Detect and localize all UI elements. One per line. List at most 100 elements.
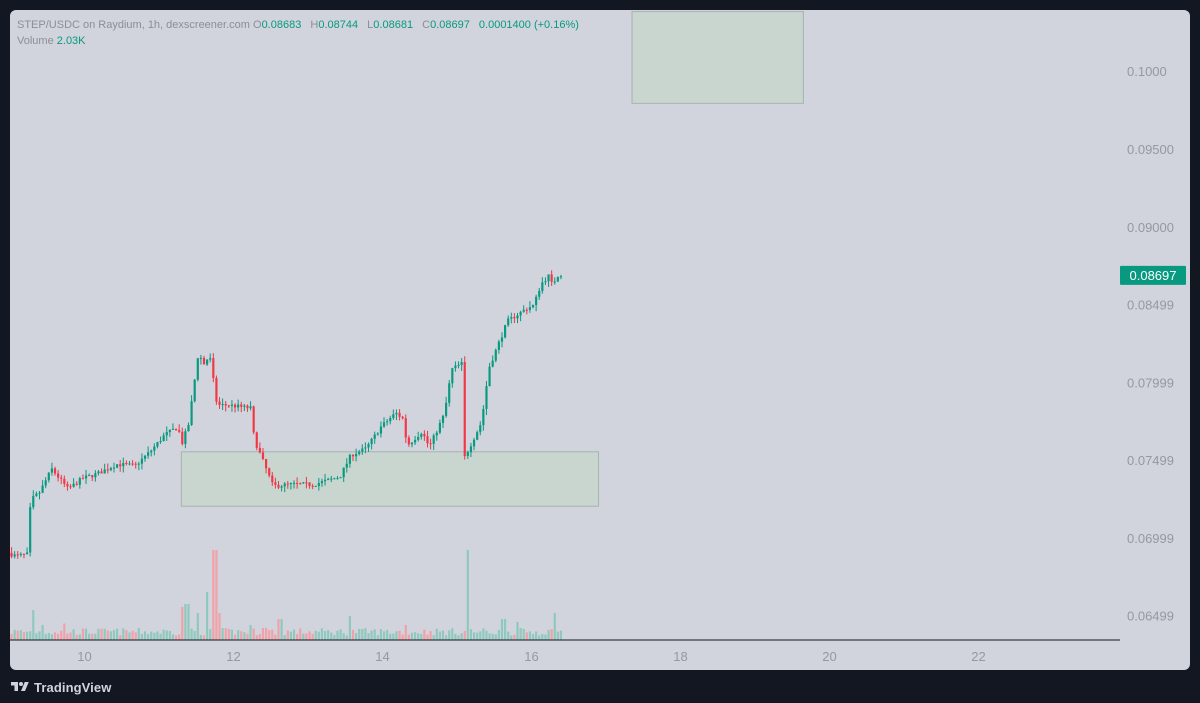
candle: [69, 484, 72, 489]
volume-label[interactable]: Volume: [17, 35, 54, 47]
candle: [404, 414, 407, 443]
candle-body: [531, 305, 535, 308]
candle: [224, 401, 227, 412]
volume-bar: [178, 634, 181, 640]
volume-bar: [500, 619, 504, 640]
candle-body: [125, 463, 128, 465]
candle: [553, 277, 556, 285]
candle: [367, 442, 370, 452]
volume-bar: [106, 630, 109, 640]
close-key: C: [422, 19, 431, 31]
candle: [389, 415, 392, 425]
candle-body: [75, 483, 78, 485]
candle: [19, 552, 22, 557]
volume-bar: [230, 629, 234, 640]
volume-bar: [199, 634, 202, 640]
candle-body: [460, 362, 463, 365]
candle-body: [559, 276, 563, 278]
candle-body: [69, 486, 72, 488]
volume-bar: [156, 631, 159, 640]
volume-bar: [376, 635, 379, 640]
candle-body: [91, 475, 94, 478]
candle-body: [488, 366, 491, 387]
candle-body: [97, 471, 100, 474]
tradingview-brand[interactable]: TradingView: [34, 679, 112, 695]
candle: [441, 414, 445, 428]
volume-bar: [426, 634, 429, 640]
candle-body: [386, 421, 389, 423]
candle: [137, 461, 140, 471]
candle-body: [317, 483, 320, 486]
tradingview-logo-icon[interactable]: [10, 680, 30, 694]
candle-body: [209, 358, 212, 360]
candle: [516, 312, 519, 324]
candle-body: [230, 404, 234, 406]
volume-bar: [283, 635, 286, 640]
volume-bar: [482, 628, 485, 640]
candle-body: [289, 483, 293, 485]
volume-layer: [10, 550, 563, 640]
candle: [559, 274, 563, 280]
candle-body: [57, 473, 60, 478]
candle: [429, 438, 432, 450]
candle-body: [323, 479, 327, 482]
candle-body: [361, 448, 364, 452]
candle-body: [60, 477, 63, 479]
volume-bar: [550, 629, 553, 640]
candle-body: [553, 281, 556, 283]
candle-body: [100, 471, 103, 474]
volume-bar: [479, 631, 482, 640]
candle: [323, 473, 327, 486]
candle: [535, 294, 538, 312]
volume-bar: [522, 628, 525, 640]
candle-body: [438, 422, 441, 433]
last-price-label: 0.08697: [1130, 268, 1177, 283]
candle: [283, 482, 286, 493]
candle-body: [454, 365, 457, 369]
candle-body: [196, 358, 199, 380]
candle: [165, 426, 168, 442]
volume-bar: [507, 631, 510, 640]
candle-layer: [10, 270, 563, 559]
candle-body: [429, 443, 432, 445]
candle-body: [25, 552, 29, 554]
change-value: 0.0001400 (+0.16%): [478, 19, 579, 31]
candle: [556, 276, 559, 282]
volume-bar: [327, 630, 330, 640]
candle: [109, 466, 112, 472]
candle: [460, 358, 463, 371]
candle-body: [513, 317, 516, 319]
candle-body: [556, 276, 559, 282]
volume-bar: [544, 634, 547, 640]
volume-bar: [314, 630, 317, 640]
volume-bar: [466, 550, 469, 640]
volume-bar: [143, 631, 147, 640]
candle: [233, 403, 237, 413]
candle-body: [544, 281, 547, 283]
volume-bar: [153, 632, 156, 640]
volume-bar: [485, 630, 488, 640]
symbol-label[interactable]: STEP/USDC on Raydium, 1h, dexscreener.co…: [17, 19, 250, 31]
candlestick-chart[interactable]: 0.06499 0.06999 0.07499 0.07999 0.08499 0.090…: [10, 10, 1190, 670]
candle-body: [13, 554, 16, 557]
time-tick-label: 16: [524, 649, 538, 664]
candle: [209, 353, 212, 363]
volume-bar: [531, 634, 535, 640]
candle: [469, 442, 473, 458]
volume-bar: [237, 630, 240, 640]
candle-body: [128, 463, 131, 465]
candle-body: [451, 368, 454, 384]
volume-bar: [280, 619, 283, 640]
candle-body: [116, 464, 119, 468]
volume-bar: [25, 631, 29, 640]
chart-panel[interactable]: 0.06499 0.06999 0.07499 0.07999 0.08499 0.090…: [10, 10, 1190, 670]
volume-bar: [389, 633, 392, 640]
volume-bar: [171, 634, 175, 640]
candle: [218, 397, 221, 409]
volume-bar: [330, 632, 333, 640]
volume-bar: [460, 633, 463, 640]
volume-bar: [463, 630, 466, 640]
last-price-tag: [1120, 265, 1186, 285]
candle-body: [261, 452, 265, 460]
candle-body: [218, 401, 221, 405]
